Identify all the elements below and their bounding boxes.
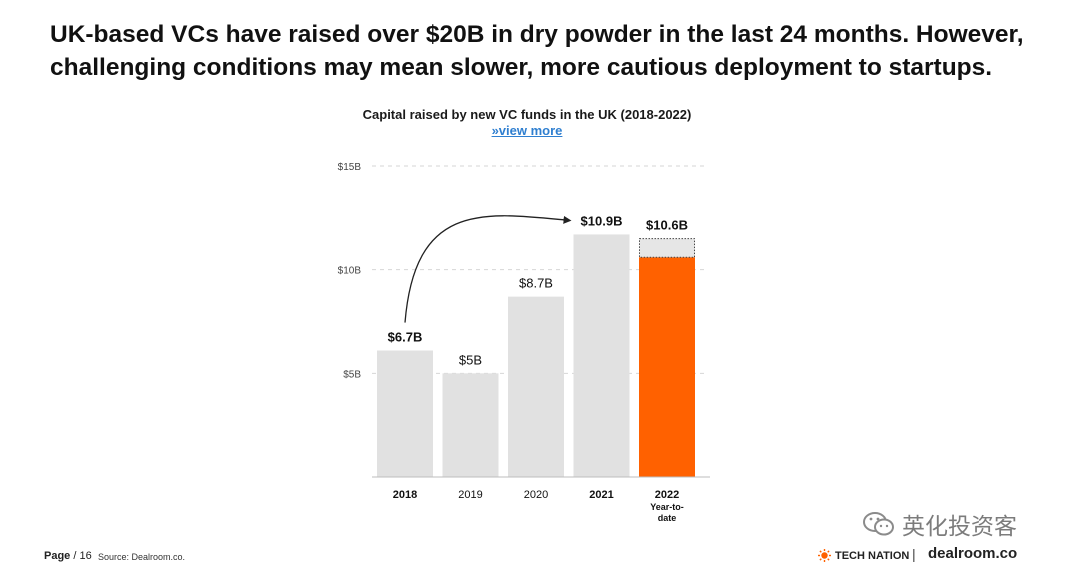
sun-icon <box>818 549 831 562</box>
bar-2019 <box>442 373 499 477</box>
dealroom-logo-text: dealroom.co <box>928 545 1018 562</box>
footer-page: Page / 16 <box>44 550 92 562</box>
wechat-watermark: 英化投资客 <box>862 507 1017 541</box>
data-label-2021: $10.9B <box>581 213 623 228</box>
watermark-text: 英化投资客 <box>902 513 1017 539</box>
x-tick-label-2019: 2019 <box>458 489 482 501</box>
view-more-link[interactable]: »view more <box>491 123 563 138</box>
footer-page-label: Page <box>44 550 71 562</box>
y-tick-label: $5B <box>343 369 361 380</box>
bar-2022 <box>639 257 695 477</box>
bar-2018 <box>377 350 433 477</box>
data-label-2022: $10.6B <box>646 218 688 233</box>
bar-projected-2022 <box>639 238 695 258</box>
x-tick-sublabel: date <box>658 513 677 523</box>
footer-page-number: / 16 <box>73 550 92 562</box>
x-tick-label-2018: 2018 <box>393 489 417 501</box>
bar-2020 <box>508 296 564 477</box>
footer-source: Source: Dealroom.co. <box>98 552 186 562</box>
growth-arrow <box>404 215 572 323</box>
x-tick-label-2021: 2021 <box>589 489 613 501</box>
brand-separator: | <box>912 546 916 562</box>
tech-nation-text: TECH NATION <box>835 549 910 562</box>
tech-nation-logo: TECH NATION <box>818 549 909 562</box>
headline-line-1: UK-based VCs have raised over $20B in dr… <box>50 21 1024 48</box>
y-tick-label: $15B <box>338 162 362 173</box>
x-tick-label-2022: 2022 <box>655 489 679 501</box>
headline-line-2: challenging conditions may mean slower, … <box>50 54 993 81</box>
data-label-2019: $5B <box>459 352 482 367</box>
data-label-2020: $8.7B <box>519 276 553 291</box>
x-tick-sublabel: Year-to- <box>650 502 684 512</box>
headline: UK-based VCs have raised over $20B in dr… <box>50 18 1050 84</box>
y-tick-label: $10B <box>338 266 362 277</box>
wechat-icon <box>863 512 894 536</box>
bar-2021 <box>573 234 630 477</box>
chart-title: Capital raised by new VC funds in the UK… <box>362 107 692 122</box>
x-tick-label-2020: 2020 <box>524 489 548 501</box>
data-label-2018: $6.7B <box>388 330 423 345</box>
